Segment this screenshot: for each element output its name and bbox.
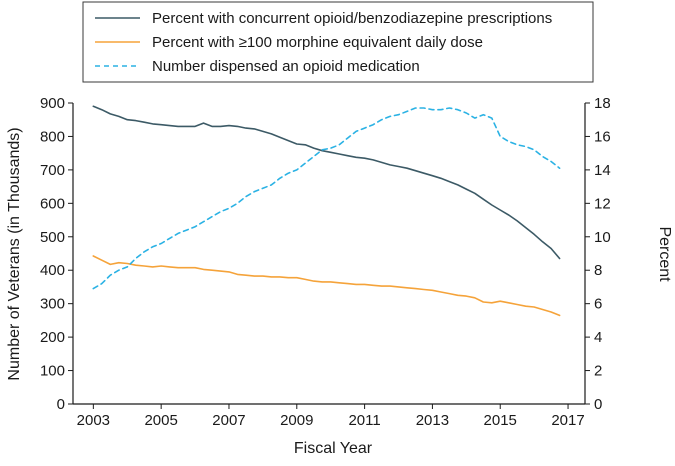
x-tick-label: 2003 (77, 412, 110, 429)
y-axis-left-title: Number of Veterans (in Thousands) (6, 127, 23, 380)
y-axis-right-title: Percent (656, 226, 673, 282)
axes: 0 100 200 300 400 500 600 700 800 900 0 2 4 6 8 10 12 14 1… (40, 95, 611, 429)
series-line-1 (92, 105, 561, 260)
y-left-tick-label: 600 (40, 195, 65, 212)
y-left-tick-label: 700 (40, 162, 65, 179)
y-right-tick-label: 6 (594, 296, 602, 313)
y-right-tick-label: 4 (594, 329, 602, 346)
x-axis-title: Fiscal Year (294, 440, 373, 457)
y-right-tick-label: 0 (594, 396, 602, 413)
x-tick-label: 2015 (484, 412, 517, 429)
series-line-2 (92, 255, 561, 317)
y-right-tick-label: 8 (594, 262, 602, 279)
x-tick-label: 2011 (348, 412, 380, 429)
x-tick-label: 2007 (212, 412, 245, 429)
legend-label-3: Number dispensed an opioid medication (152, 58, 420, 75)
y-left-tick-label: 100 (40, 363, 65, 380)
y-left-tick-label: 0 (57, 396, 65, 413)
y-left-tick-label: 300 (40, 296, 65, 313)
y-left-tick-label: 400 (40, 262, 65, 279)
legend: Percent with concurrent opioid/benzodiaz… (82, 1, 594, 83)
y-right-tick-label: 10 (594, 229, 611, 246)
x-tick-label: 2005 (144, 412, 177, 429)
series-line-3 (92, 107, 561, 290)
y-left-tick-label: 500 (40, 229, 65, 246)
y-left-tick-label: 900 (40, 95, 65, 112)
y-right-tick-label: 12 (594, 195, 611, 212)
x-tick-label: 2009 (280, 412, 313, 429)
x-tick-label: 2013 (416, 412, 449, 429)
y-right-tick-label: 14 (594, 162, 611, 179)
legend-label-1: Percent with concurrent opioid/benzodiaz… (152, 10, 552, 27)
y-left-tick-label: 200 (40, 329, 65, 346)
y-left-tick-label: 800 (40, 128, 65, 145)
y-right-tick-label: 18 (594, 95, 611, 112)
legend-label-2: Percent with ≥100 morphine equivalent da… (152, 34, 483, 51)
legend-box (82, 1, 594, 83)
plot-series (92, 105, 561, 317)
x-tick-label: 2017 (551, 412, 584, 429)
y-right-tick-label: 16 (594, 128, 611, 145)
y-right-tick-label: 2 (594, 363, 602, 380)
